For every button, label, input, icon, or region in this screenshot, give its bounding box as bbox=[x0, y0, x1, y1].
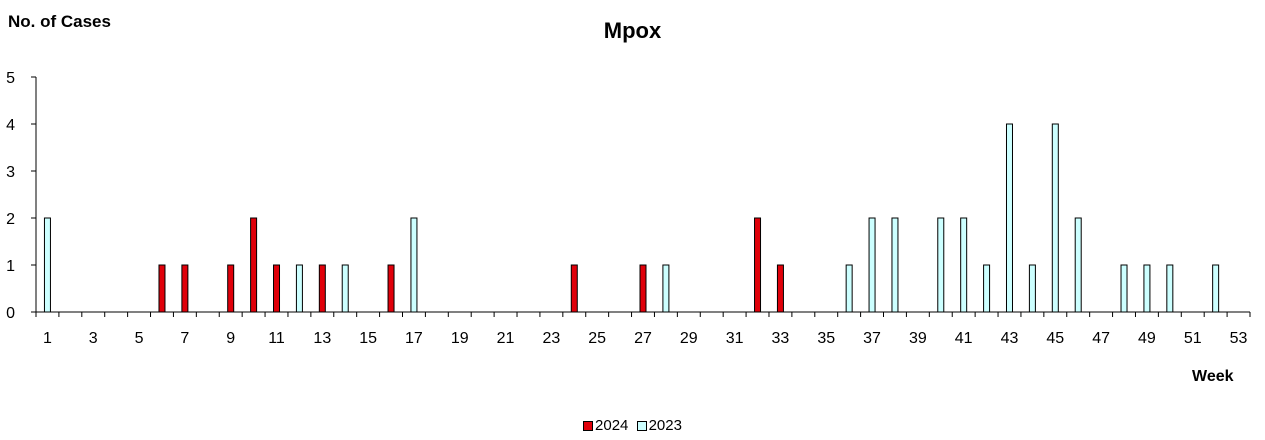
x-tick-label: 27 bbox=[634, 330, 652, 347]
x-tick-label: 1 bbox=[43, 330, 52, 347]
bar-2024-week-11 bbox=[273, 264, 281, 313]
bar-2023-week-52 bbox=[1212, 264, 1220, 313]
bar-2023-week-49 bbox=[1143, 264, 1151, 313]
bar-2023-week-40 bbox=[937, 217, 945, 313]
y-axis-label: No. of Cases bbox=[8, 12, 111, 31]
bar-2024-week-7 bbox=[181, 264, 189, 313]
legend-swatch-2023 bbox=[636, 420, 647, 431]
bar-2023-week-48 bbox=[1120, 264, 1128, 313]
x-tick-label: 19 bbox=[451, 330, 469, 347]
x-tick-label: 33 bbox=[772, 330, 790, 347]
x-tick-label: 3 bbox=[89, 330, 98, 347]
chart-legend: 2024 2023 bbox=[0, 417, 1265, 435]
bar-2024-week-13 bbox=[318, 264, 326, 313]
bar-2023-week-36 bbox=[845, 264, 853, 313]
bar-2023-week-28 bbox=[662, 264, 670, 313]
x-tick-label: 5 bbox=[135, 330, 144, 347]
bar-2023-week-17 bbox=[410, 217, 418, 313]
bar-2024-week-24 bbox=[570, 264, 578, 313]
x-tick-label: 9 bbox=[226, 330, 235, 347]
legend-item-2024: 2024 bbox=[583, 417, 628, 434]
x-tick-label: 39 bbox=[909, 330, 927, 347]
bar-2023-week-38 bbox=[891, 217, 899, 313]
y-tick-label: 3 bbox=[6, 164, 15, 181]
legend-item-2023: 2023 bbox=[636, 417, 682, 434]
x-tick-label: 23 bbox=[542, 330, 560, 347]
y-tick-label: 0 bbox=[6, 305, 15, 322]
x-tick-label: 17 bbox=[405, 330, 423, 347]
bar-2024-week-16 bbox=[387, 264, 395, 313]
bar-2023-week-12 bbox=[295, 264, 303, 313]
x-tick-label: 21 bbox=[497, 330, 515, 347]
legend-label-2024: 2024 bbox=[595, 417, 629, 434]
x-tick-label: 25 bbox=[588, 330, 606, 347]
bar-2024-week-9 bbox=[227, 264, 235, 313]
x-tick-label: 41 bbox=[955, 330, 973, 347]
x-tick-label: 15 bbox=[359, 330, 377, 347]
legend-label-2023: 2023 bbox=[648, 417, 682, 434]
x-tick-label: 37 bbox=[863, 330, 881, 347]
x-tick-label: 47 bbox=[1092, 330, 1110, 347]
bar-2023-week-50 bbox=[1166, 264, 1174, 313]
y-tick-label: 2 bbox=[6, 211, 15, 228]
bar-2023-week-43 bbox=[1005, 123, 1013, 313]
bar-2024-week-33 bbox=[776, 264, 784, 313]
bar-2024-week-10 bbox=[250, 217, 258, 313]
bar-2023-week-44 bbox=[1028, 264, 1036, 313]
x-tick-label: 35 bbox=[817, 330, 835, 347]
y-tick-label: 1 bbox=[6, 258, 15, 275]
bar-2023-week-46 bbox=[1074, 217, 1082, 313]
x-tick-label: 13 bbox=[313, 330, 331, 347]
x-tick-label: 49 bbox=[1138, 330, 1156, 347]
bar-2024-week-32 bbox=[754, 217, 762, 313]
x-tick-label: 43 bbox=[1001, 330, 1019, 347]
y-tick-label: 5 bbox=[6, 70, 15, 87]
x-tick-label: 45 bbox=[1046, 330, 1064, 347]
x-tick-label: 51 bbox=[1184, 330, 1202, 347]
bar-2023-week-42 bbox=[983, 264, 991, 313]
x-tick-label: 11 bbox=[268, 330, 285, 347]
legend-swatch-2024 bbox=[583, 420, 594, 431]
x-tick-label: 53 bbox=[1230, 330, 1248, 347]
x-tick-label: 29 bbox=[680, 330, 698, 347]
x-tick-label: 7 bbox=[180, 330, 189, 347]
bar-2023-week-1 bbox=[43, 217, 51, 313]
y-tick-label: 4 bbox=[6, 117, 15, 134]
bar-2023-week-45 bbox=[1051, 123, 1059, 313]
chart-title: Mpox bbox=[603, 18, 662, 43]
bar-2024-week-6 bbox=[158, 264, 166, 313]
bar-2023-week-14 bbox=[341, 264, 349, 313]
bar-2023-week-41 bbox=[960, 217, 968, 313]
bar-2023-week-37 bbox=[868, 217, 876, 313]
x-axis-label: Week bbox=[1192, 368, 1234, 385]
x-tick-label: 31 bbox=[726, 330, 744, 347]
bar-2024-week-27 bbox=[639, 264, 647, 313]
